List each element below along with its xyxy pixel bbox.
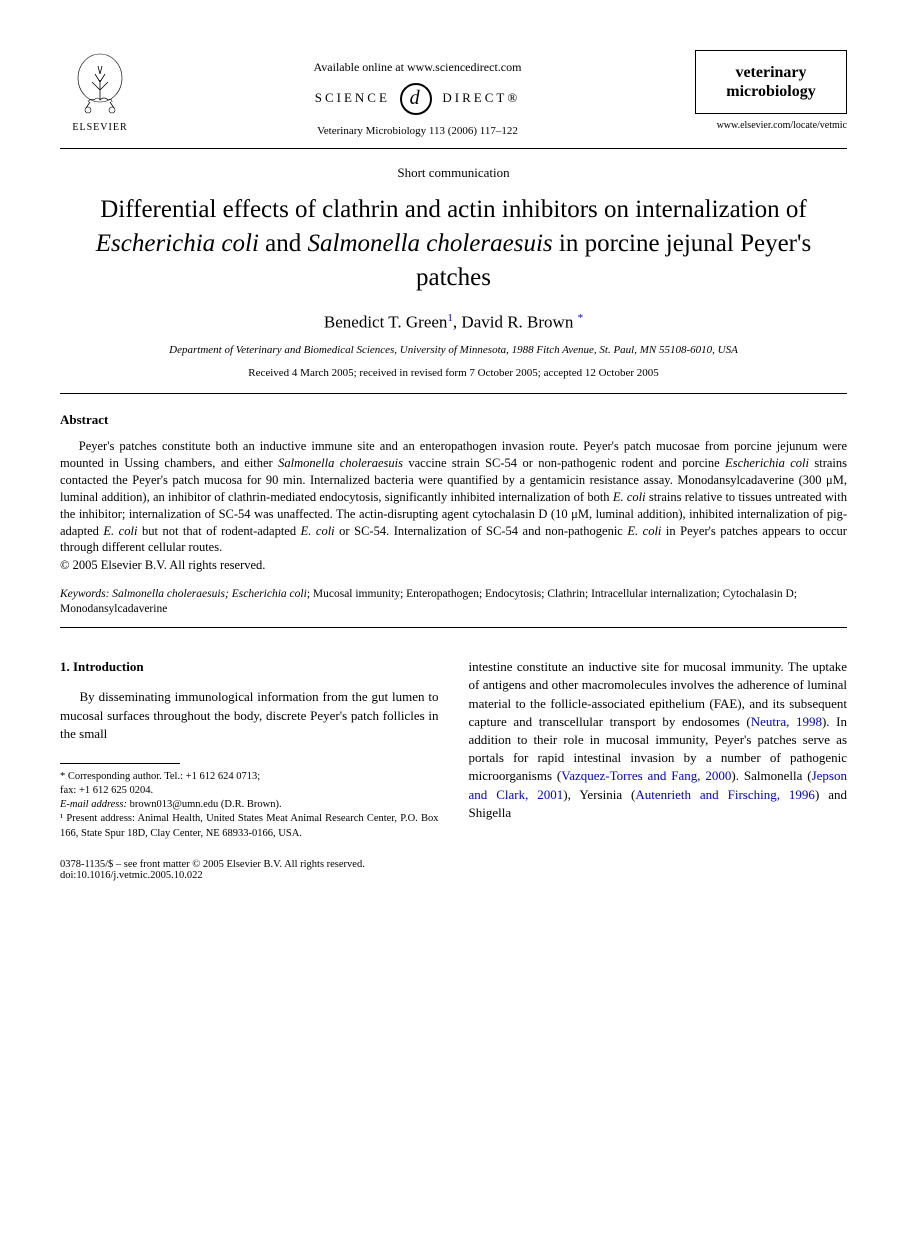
article-title: Differential effects of clathrin and act… — [90, 193, 817, 294]
ref-autenrieth-1996[interactable]: Autenrieth and Firsching, 1996 — [635, 787, 815, 802]
footnotes: * Corresponding author. Tel.: +1 612 624… — [60, 770, 439, 841]
footer-block: 0378-1135/$ – see front matter © 2005 El… — [60, 859, 847, 881]
author-1: Benedict T. Green — [324, 313, 448, 332]
journal-box: veterinary microbiology — [695, 50, 847, 114]
abstract-heading: Abstract — [60, 412, 847, 428]
header-rule — [60, 148, 847, 149]
column-right: intestine constitute an inductive site f… — [469, 658, 848, 841]
present-address-note: ¹ Present address: Animal Health, United… — [60, 812, 439, 840]
corr-author-note: * Corresponding author. Tel.: +1 612 624… — [60, 770, 439, 784]
issn-line: 0378-1135/$ – see front matter © 2005 El… — [60, 859, 847, 870]
affiliation: Department of Veterinary and Biomedical … — [120, 343, 787, 357]
abstract-top-rule — [60, 393, 847, 394]
journal-box-container: veterinary microbiology www.elsevier.com… — [695, 50, 847, 131]
authors: Benedict T. Green1, David R. Brown * — [60, 312, 847, 333]
doi-line[interactable]: doi:10.1016/j.vetmic.2005.10.022 — [60, 870, 847, 881]
body-columns: 1. Introduction By disseminating immunol… — [60, 658, 847, 841]
footnote-separator — [60, 763, 180, 764]
section-heading-intro: 1. Introduction — [60, 658, 439, 676]
publisher-name: ELSEVIER — [72, 122, 127, 133]
center-header: Available online at www.sciencedirect.co… — [140, 50, 695, 137]
sd-d-icon: d — [400, 83, 432, 115]
article-page: ELSEVIER Available online at www.science… — [0, 0, 907, 921]
header-row: ELSEVIER Available online at www.science… — [60, 50, 847, 140]
abstract-body: Peyer's patches constitute both an induc… — [60, 438, 847, 556]
ref-vazquez-2000[interactable]: Vazquez-Torres and Fang, 2000 — [561, 768, 731, 783]
author-1-sup[interactable]: 1 — [447, 312, 453, 324]
abstract-bottom-rule — [60, 627, 847, 628]
journal-url[interactable]: www.elsevier.com/locate/vetmic — [695, 120, 847, 131]
publisher-logo: ELSEVIER — [60, 50, 140, 140]
journal-reference: Veterinary Microbiology 113 (2006) 117–1… — [140, 125, 695, 137]
keywords: Keywords: Salmonella choleraesuis; Esche… — [60, 587, 847, 617]
keywords-label: Keywords: — [60, 588, 112, 600]
abstract-copyright: © 2005 Elsevier B.V. All rights reserved… — [60, 558, 847, 573]
article-dates: Received 4 March 2005; received in revis… — [60, 367, 847, 379]
fax-note: fax: +1 612 625 0204. — [60, 784, 439, 798]
column-left: 1. Introduction By disseminating immunol… — [60, 658, 439, 841]
corresponding-star-icon[interactable]: * — [578, 312, 584, 324]
journal-name-2: microbiology — [706, 82, 836, 101]
ref-neutra-1998[interactable]: Neutra, 1998 — [751, 714, 822, 729]
sciencedirect-logo: SCIENCE d DIRECT® — [140, 83, 695, 115]
email-note: E-mail address: brown013@umn.edu (D.R. B… — [60, 798, 439, 812]
journal-name-1: veterinary — [706, 63, 836, 82]
author-2: David R. Brown — [461, 313, 573, 332]
intro-para-1: By disseminating immunological informati… — [60, 688, 439, 743]
sd-right: DIRECT® — [442, 90, 520, 105]
article-type: Short communication — [60, 165, 847, 181]
sd-left: SCIENCE — [315, 90, 390, 105]
intro-para-2: intestine constitute an inductive site f… — [469, 658, 848, 822]
available-online-text: Available online at www.sciencedirect.co… — [140, 60, 695, 75]
elsevier-tree-icon — [70, 50, 130, 120]
